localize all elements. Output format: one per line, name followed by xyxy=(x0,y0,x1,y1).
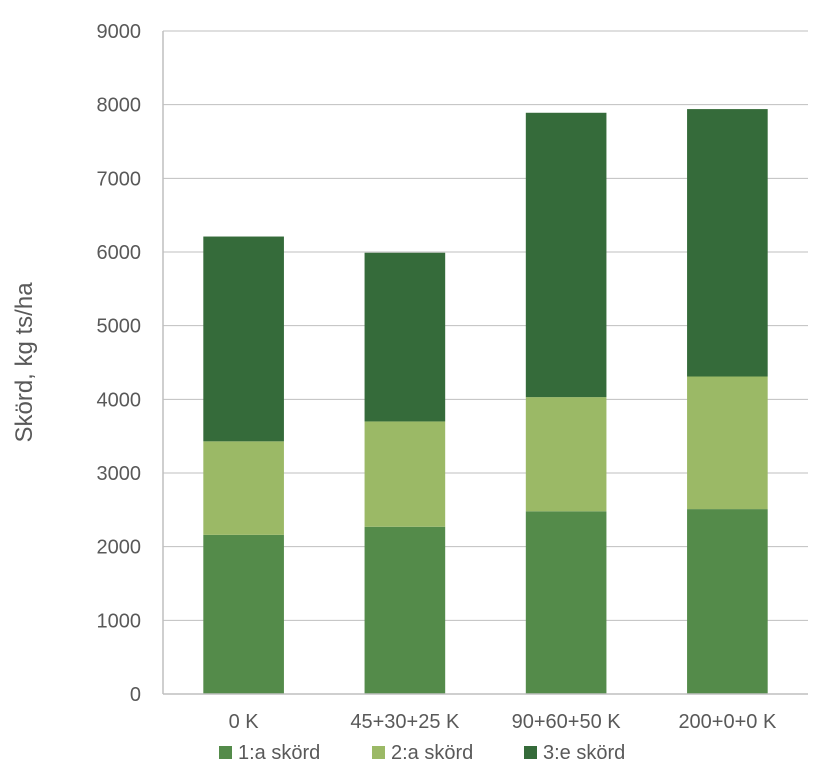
y-tick-label: 2000 xyxy=(97,537,142,559)
bar-1-0 xyxy=(203,534,284,694)
bar-2-1 xyxy=(364,421,446,527)
y-tick-label: 4000 xyxy=(97,389,142,411)
bar-3-3 xyxy=(687,109,768,377)
legend-swatch-2 xyxy=(372,746,385,759)
bar-1-3 xyxy=(687,509,768,694)
legend-label-2: 2:a skörd xyxy=(391,742,473,764)
bar-3-1 xyxy=(364,252,446,422)
bar-3-2 xyxy=(525,112,607,398)
y-tick-label: 9000 xyxy=(97,21,142,43)
y-tick-label: 3000 xyxy=(97,463,142,485)
y-tick-label: 5000 xyxy=(97,316,142,338)
x-tick-labels: 0 K 45+30+25 K 90+60+50 K 200+0+0 K xyxy=(229,711,777,733)
bar-2-2 xyxy=(525,397,607,512)
bar-2-0 xyxy=(203,441,284,535)
legend-swatch-1 xyxy=(219,746,232,759)
legend: 1:a skörd 2:a skörd 3:e skörd xyxy=(219,742,625,764)
bar-1-2 xyxy=(525,511,607,694)
bar-1-1 xyxy=(364,526,446,694)
x-tick-label: 90+60+50 K xyxy=(512,711,622,733)
y-axis-label: Skörd, kg ts/ha xyxy=(11,282,38,443)
bar-2-3 xyxy=(687,376,768,510)
y-tick-label: 8000 xyxy=(97,95,142,117)
legend-label-3: 3:e skörd xyxy=(543,742,625,764)
y-tick-label: 1000 xyxy=(97,610,142,632)
legend-label-1: 1:a skörd xyxy=(238,742,320,764)
bar-3-0 xyxy=(203,236,284,442)
bars xyxy=(203,109,768,694)
y-tick-label: 6000 xyxy=(97,242,142,264)
y-tick-label: 0 xyxy=(130,684,141,706)
legend-swatch-3 xyxy=(524,746,537,759)
y-tick-label: 7000 xyxy=(97,168,142,190)
x-tick-label: 200+0+0 K xyxy=(678,711,777,733)
x-tick-label: 0 K xyxy=(229,711,260,733)
x-tick-label: 45+30+25 K xyxy=(350,711,460,733)
y-tick-labels: 0 1000 2000 3000 4000 5000 6000 7000 8000 9000 xyxy=(97,21,142,706)
